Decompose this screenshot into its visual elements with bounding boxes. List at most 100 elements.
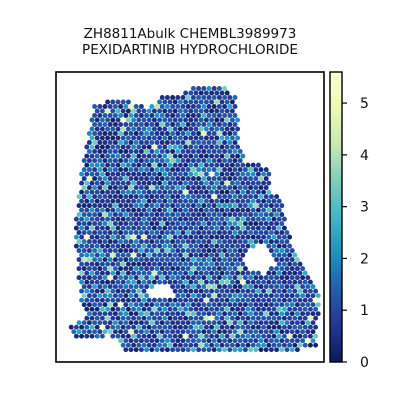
tissue-spot: [287, 297, 293, 303]
tissue-spot: [297, 270, 303, 276]
tissue-spot: [97, 212, 103, 218]
tissue-spot: [159, 311, 165, 317]
tissue-spot: [159, 176, 165, 182]
tissue-spot: [146, 270, 152, 276]
tissue-spot: [219, 207, 225, 213]
tissue-spot: [216, 176, 222, 182]
tissue-spot: [203, 108, 209, 114]
tissue-spot: [302, 270, 308, 276]
tissue-spot: [92, 104, 98, 109]
tissue-spot: [79, 333, 85, 339]
tissue-spot: [105, 270, 111, 276]
tissue-spot: [188, 216, 194, 222]
tissue-spot: [81, 212, 87, 218]
tissue-spot: [162, 216, 168, 222]
tissue-spot: [183, 126, 189, 132]
tissue-spot: [190, 284, 196, 290]
tissue-spot: [297, 279, 303, 285]
tissue-spot: [133, 248, 139, 254]
tissue-spot: [222, 230, 228, 236]
tissue-spot: [229, 171, 235, 177]
tissue-spot: [110, 99, 116, 105]
tissue-spot: [175, 113, 181, 118]
tissue-spot: [237, 293, 243, 299]
tissue-spot: [227, 149, 233, 154]
tissue-spot: [162, 171, 168, 177]
tissue-spot: [203, 99, 209, 105]
tissue-spot: [159, 149, 165, 154]
tissue-spot: [97, 275, 103, 281]
tissue-spot: [105, 108, 111, 114]
tissue-spot: [190, 266, 196, 272]
tissue-spot: [227, 203, 233, 209]
tissue-spot: [201, 167, 207, 173]
tissue-spot: [86, 230, 92, 236]
tissue-spot: [183, 270, 189, 276]
tissue-spot: [227, 131, 233, 136]
tissue-spot: [146, 306, 152, 312]
tissue-spot: [227, 329, 233, 335]
tissue-spot: [206, 329, 212, 335]
tissue-spot: [92, 140, 98, 145]
tissue-spot: [224, 171, 230, 177]
tissue-spot: [141, 270, 147, 276]
tissue-spot: [188, 153, 194, 159]
tissue-spot: [219, 270, 225, 276]
tissue-spot: [154, 320, 160, 326]
tissue-spot: [232, 311, 238, 317]
tissue-spot: [159, 275, 165, 281]
tissue-spot: [196, 176, 202, 182]
tissue-spot: [279, 302, 285, 308]
tissue-spot: [203, 315, 209, 321]
tissue-spot: [159, 194, 165, 200]
tissue-spot: [118, 140, 124, 145]
tissue-spot: [94, 288, 100, 294]
tissue-spot: [146, 189, 152, 195]
tissue-spot: [89, 126, 95, 132]
tissue-spot: [183, 135, 189, 141]
tissue-spot: [162, 342, 168, 348]
tissue-spot: [118, 113, 124, 118]
tissue-spot: [302, 297, 308, 303]
tissue-spot: [198, 342, 204, 348]
tissue-spot: [287, 279, 293, 285]
tissue-spot: [146, 153, 152, 159]
tissue-spot: [188, 270, 194, 276]
tissue-spot: [219, 261, 225, 267]
tissue-spot: [81, 194, 87, 200]
tissue-spot: [105, 153, 111, 159]
tissue-spot: [141, 243, 147, 249]
tissue-spot: [193, 135, 199, 141]
tissue-spot: [229, 234, 235, 240]
tissue-spot: [159, 95, 165, 100]
tissue-spot: [157, 117, 163, 123]
tissue-spot: [170, 131, 176, 136]
tissue-spot: [180, 293, 186, 299]
tissue-spot: [123, 212, 129, 218]
tissue-spot: [138, 104, 144, 109]
tissue-spot: [99, 270, 105, 276]
tissue-spot: [271, 315, 277, 321]
tissue-spot: [190, 104, 196, 109]
tissue-spot: [128, 167, 134, 173]
tissue-spot: [125, 297, 131, 303]
tissue-spot: [292, 288, 298, 294]
tissue-spot: [102, 176, 108, 182]
tissue-spot: [112, 167, 118, 173]
tissue-spot: [183, 306, 189, 312]
tissue-spot: [190, 185, 196, 191]
tissue-spot: [180, 122, 186, 127]
tissue-spot: [172, 279, 178, 285]
tissue-spot: [302, 288, 308, 294]
tissue-spot: [92, 212, 98, 218]
tissue-spot: [112, 194, 118, 200]
tissue-spot: [271, 270, 277, 276]
tissue-spot: [232, 293, 238, 299]
tissue-spot: [177, 315, 183, 321]
tissue-spot: [232, 239, 238, 245]
tissue-spot: [261, 324, 267, 330]
tissue-spot: [164, 104, 170, 109]
tissue-spot: [133, 185, 139, 191]
tissue-spot: [185, 122, 191, 127]
tissue-spot: [141, 306, 147, 312]
